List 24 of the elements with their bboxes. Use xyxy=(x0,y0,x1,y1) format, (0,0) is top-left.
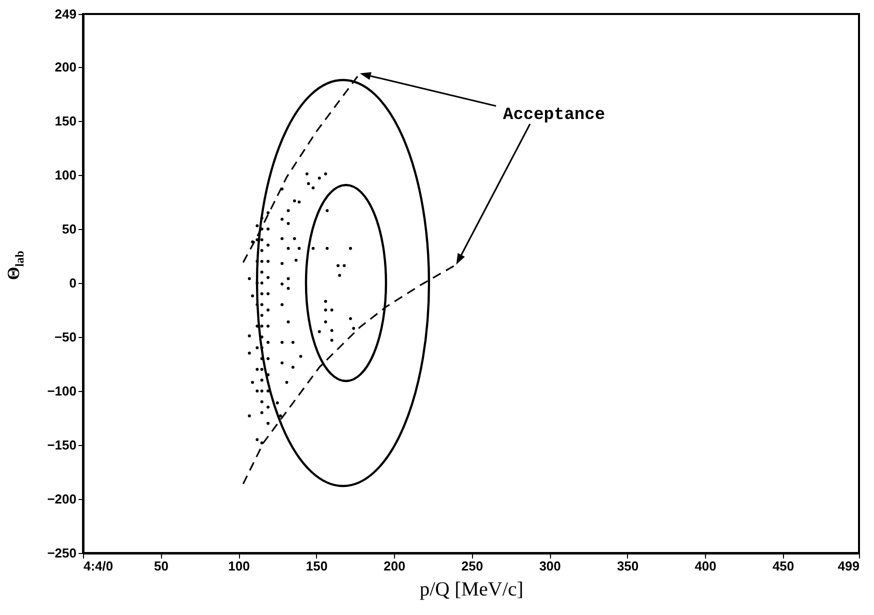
x-tick-label: 450 xyxy=(772,558,794,574)
x-axis-title: p/Q [MeV/c] xyxy=(420,578,524,600)
y-tick-label: 100 xyxy=(54,167,76,182)
x-tick-label: 499 xyxy=(838,558,860,574)
y-tick-label: 200 xyxy=(54,59,76,74)
x-tick-label: 400 xyxy=(694,558,716,574)
y-tick-label: 150 xyxy=(54,113,76,128)
x-tick-label: 150 xyxy=(306,558,328,574)
x-tick-label: 100 xyxy=(228,558,250,574)
y-tick-label: −50 xyxy=(54,329,76,344)
x-tick-label: 200 xyxy=(384,558,406,574)
y-tick-label: −250 xyxy=(47,546,76,560)
x-tick-label: 300 xyxy=(539,558,561,574)
x-tick-label: 4:4/0 xyxy=(84,558,114,574)
y-tick-label: 0 xyxy=(69,275,76,290)
y-tick-label: 50 xyxy=(62,221,76,236)
y-tick-label: 249 xyxy=(54,6,76,22)
y-tick-label: −100 xyxy=(47,383,76,398)
y-tick-label: −200 xyxy=(47,491,76,506)
x-tick-label: 350 xyxy=(616,558,639,574)
x-tick-label: 250 xyxy=(461,558,484,574)
x-tick-label: 50 xyxy=(154,558,168,574)
annotation: Acceptance xyxy=(503,106,606,125)
y-tick-label: −150 xyxy=(47,437,76,452)
